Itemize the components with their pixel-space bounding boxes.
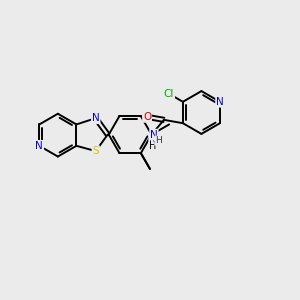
Text: S: S [92, 146, 99, 156]
Text: N: N [216, 97, 224, 107]
Text: H: H [155, 136, 161, 145]
Text: N: N [92, 113, 100, 123]
Text: N: N [150, 130, 158, 140]
Text: Cl: Cl [164, 89, 174, 99]
Text: N: N [149, 135, 157, 145]
Text: N: N [35, 141, 43, 151]
Text: O: O [143, 112, 151, 122]
Text: H: H [149, 141, 157, 151]
